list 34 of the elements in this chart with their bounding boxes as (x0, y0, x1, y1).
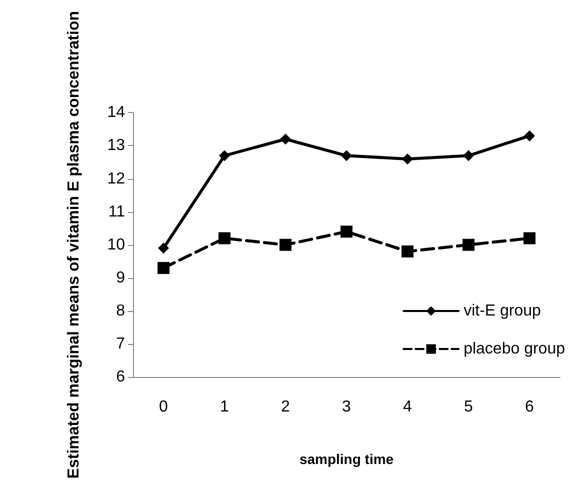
y-axis-title: Estimated marginal means of vitamin E plasma concentration (66, 11, 82, 479)
point (158, 242, 169, 254)
y-tick-label: 11 (108, 203, 126, 220)
point (402, 245, 414, 258)
point (340, 226, 352, 238)
x-tick-label: 0 (159, 398, 168, 416)
y-tick-label: 9 (116, 269, 126, 286)
legend-label: placebo group (464, 340, 566, 358)
x-tick-label: 4 (403, 398, 412, 416)
point (462, 238, 474, 251)
point (463, 150, 474, 162)
y-tick-label: 14 (107, 104, 126, 122)
legend-label: vit-E group (464, 302, 542, 320)
y-tick-label: 10 (107, 236, 126, 254)
x-tick-label: 3 (342, 398, 352, 416)
y-tick-label: 7 (116, 335, 126, 352)
point (158, 262, 170, 274)
y-tick-label: 12 (107, 170, 126, 188)
x-tick-label: 2 (281, 398, 290, 416)
y-tick-label: 13 (107, 137, 126, 154)
point (341, 150, 352, 162)
point (218, 232, 230, 244)
point (219, 150, 230, 162)
x-tick-label: 1 (220, 398, 230, 416)
point (524, 130, 535, 142)
point (280, 134, 291, 145)
x-tick-label: 6 (525, 398, 534, 416)
x-tick-label: 5 (464, 398, 474, 416)
point (280, 238, 292, 251)
y-tick-label: 8 (116, 302, 126, 320)
point (524, 232, 536, 244)
x-axis-title: sampling time (299, 451, 394, 467)
y-tick-label: 6 (116, 368, 126, 386)
point (402, 153, 413, 164)
